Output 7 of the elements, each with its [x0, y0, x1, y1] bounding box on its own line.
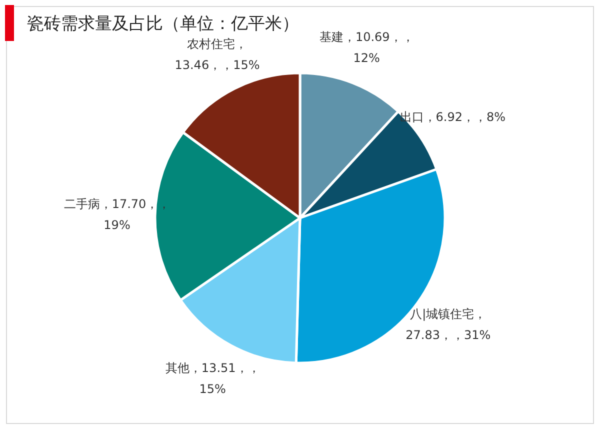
- slice-label: 出口，6.92，，8%: [398, 108, 507, 126]
- slice-label: 其他，13.51，，15%: [164, 360, 261, 398]
- slice-label: 基建，10.69，，12%: [318, 28, 415, 67]
- slice-label: 二手病，17.70，，19%: [62, 196, 172, 234]
- slice-label: 农村住宅，13.46，，15%: [174, 36, 261, 74]
- chart-title: 瓷砖需求量及占比（单位：亿平米）: [27, 13, 299, 35]
- slice-label: 八|城镇住宅，27.83，，31%: [404, 306, 492, 344]
